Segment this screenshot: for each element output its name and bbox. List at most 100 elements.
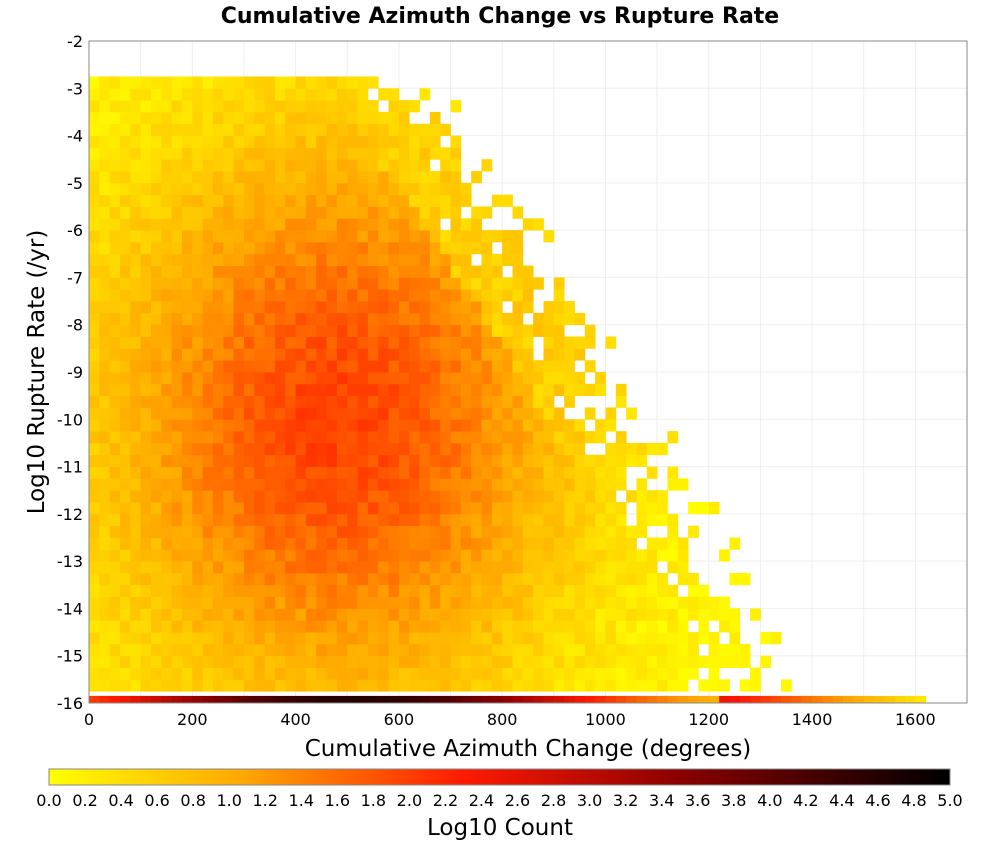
heatmap-cell (553, 537, 565, 550)
heatmap-cell (140, 454, 152, 467)
heatmap-cell (429, 679, 441, 692)
heatmap-cell (192, 490, 204, 503)
heatmap-cell (202, 147, 214, 160)
heatmap-cell (409, 171, 420, 184)
heatmap-cell (481, 490, 493, 503)
heatmap-cell (388, 230, 400, 243)
heatmap-cell (171, 632, 183, 645)
heatmap-cell (192, 171, 204, 184)
heatmap-cell (595, 490, 606, 503)
heatmap-cell (450, 182, 462, 196)
heatmap-cell (264, 561, 276, 574)
heatmap-cell (429, 549, 441, 562)
heatmap-cell (460, 218, 472, 231)
heatmap-cell (130, 336, 142, 349)
heatmap-cell (119, 336, 131, 349)
heatmap-cell (243, 194, 255, 207)
heatmap-cell (243, 395, 255, 408)
heatmap-cell (543, 513, 555, 527)
heatmap-cell (512, 230, 524, 243)
heatmap-cell (326, 336, 338, 349)
heatmap-cell (150, 561, 162, 574)
heatmap-cell (223, 395, 235, 408)
heatmap-cell (491, 431, 503, 444)
heatmap-cell (295, 348, 307, 361)
heatmap-cell (336, 372, 348, 385)
heatmap-cell (502, 596, 513, 609)
heatmap-cell (150, 549, 162, 562)
heatmap-cell (750, 667, 761, 680)
heatmap-cell (171, 572, 183, 586)
heatmap-cell (512, 454, 524, 467)
heatmap-cell (347, 549, 358, 562)
heatmap-cell (388, 111, 400, 125)
heatmap-cell-bottom (677, 695, 689, 703)
heatmap-cell (99, 111, 111, 125)
heatmap-cell (533, 383, 544, 397)
heatmap-cells (89, 76, 927, 703)
heatmap-cell (729, 608, 741, 621)
heatmap-cell (243, 466, 255, 479)
heatmap-cell (429, 525, 441, 538)
heatmap-cell (336, 324, 348, 337)
heatmap-cell (522, 277, 534, 290)
heatmap-cell (274, 76, 286, 89)
heatmap-cell (708, 596, 720, 609)
heatmap-cell (440, 525, 451, 538)
heatmap-cell (202, 407, 214, 420)
heatmap-cell (130, 679, 142, 692)
heatmap-cell (130, 230, 142, 243)
heatmap-cell (254, 466, 265, 479)
heatmap-cell (336, 596, 348, 609)
heatmap-cell (243, 88, 255, 101)
heatmap-cell (89, 360, 100, 373)
heatmap-cell (305, 123, 317, 136)
heatmap-cell (522, 549, 534, 562)
heatmap-cell (316, 159, 327, 172)
heatmap-cell (336, 502, 348, 515)
heatmap-cell (150, 372, 162, 385)
heatmap-cell (367, 466, 379, 479)
heatmap-cell (512, 407, 524, 420)
heatmap-cell (99, 123, 111, 136)
heatmap-cell (533, 667, 544, 680)
heatmap-cell (522, 561, 534, 574)
heatmap-cell (481, 372, 493, 385)
heatmap-cell (295, 301, 307, 314)
heatmap-cell (161, 466, 173, 479)
heatmap-cell (140, 265, 152, 278)
heatmap-cell (140, 111, 152, 125)
heatmap-cell (89, 277, 100, 290)
heatmap-cell (274, 442, 286, 456)
heatmap-cell (347, 324, 358, 337)
heatmap-cell (440, 584, 451, 598)
heatmap-cell (471, 632, 482, 645)
heatmap-cell (326, 253, 338, 267)
heatmap-cell (626, 643, 637, 657)
heatmap-cell (378, 442, 389, 456)
heatmap-cell (409, 431, 420, 444)
heatmap-cell (326, 171, 338, 184)
heatmap-cell (326, 407, 338, 420)
heatmap-cell (99, 100, 111, 113)
heatmap-cell (574, 502, 586, 515)
heatmap-cell (657, 572, 668, 586)
heatmap-cell (285, 218, 296, 231)
heatmap-cell (181, 372, 193, 385)
heatmap-cell (254, 655, 265, 668)
heatmap-cell (295, 265, 307, 278)
heatmap-cell (130, 513, 142, 527)
heatmap-cell (729, 620, 741, 633)
heatmap-cell (212, 549, 224, 562)
heatmap-cell (367, 360, 379, 373)
heatmap-cell (295, 159, 307, 172)
heatmap-cell (140, 336, 152, 349)
heatmap-cell (243, 454, 255, 467)
heatmap-cell (171, 395, 183, 408)
heatmap-cell (181, 643, 193, 657)
heatmap-cell (688, 584, 699, 598)
heatmap-cell (192, 395, 204, 408)
heatmap-cell (233, 123, 245, 136)
heatmap-cell (161, 383, 173, 397)
heatmap-cell (202, 513, 214, 527)
